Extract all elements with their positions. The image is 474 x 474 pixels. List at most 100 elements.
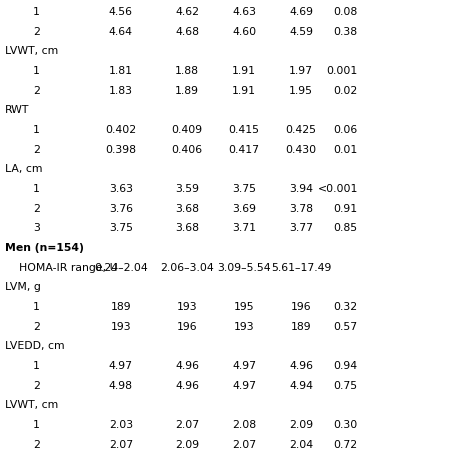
Text: 2.03: 2.03 (109, 420, 133, 430)
Text: 2.07: 2.07 (232, 439, 256, 450)
Text: 193: 193 (177, 302, 198, 312)
Text: 4.97: 4.97 (232, 381, 256, 391)
Text: 3.63: 3.63 (109, 184, 133, 194)
Text: 4.97: 4.97 (232, 361, 256, 371)
Text: 1: 1 (33, 302, 40, 312)
Text: 0.94: 0.94 (334, 361, 358, 371)
Text: 189: 189 (110, 302, 131, 312)
Text: 4.63: 4.63 (232, 7, 256, 17)
Text: 0.75: 0.75 (334, 381, 358, 391)
Text: 0.417: 0.417 (228, 145, 260, 155)
Text: 3.78: 3.78 (289, 203, 313, 214)
Text: 1.91: 1.91 (232, 85, 256, 96)
Text: 4.94: 4.94 (289, 381, 313, 391)
Text: 3.59: 3.59 (175, 184, 199, 194)
Text: 1.95: 1.95 (289, 85, 313, 96)
Text: 3.94: 3.94 (289, 184, 313, 194)
Text: 1: 1 (33, 361, 40, 371)
Text: 1: 1 (33, 125, 40, 135)
Text: 2: 2 (33, 439, 40, 450)
Text: 0.06: 0.06 (334, 125, 358, 135)
Text: 1.91: 1.91 (232, 66, 256, 76)
Text: LA, cm: LA, cm (5, 164, 42, 174)
Text: 0.398: 0.398 (105, 145, 137, 155)
Text: 0.57: 0.57 (334, 321, 358, 332)
Text: 189: 189 (291, 321, 311, 332)
Text: 1.83: 1.83 (109, 85, 133, 96)
Text: 196: 196 (177, 321, 198, 332)
Text: 193: 193 (234, 321, 255, 332)
Text: <0.001: <0.001 (318, 184, 358, 194)
Text: 0.001: 0.001 (327, 66, 358, 76)
Text: 3.75: 3.75 (232, 184, 256, 194)
Text: 3.71: 3.71 (232, 223, 256, 233)
Text: 2: 2 (33, 203, 40, 214)
Text: 4.69: 4.69 (289, 7, 313, 17)
Text: LVWT, cm: LVWT, cm (5, 400, 58, 410)
Text: 1.89: 1.89 (175, 85, 199, 96)
Text: 4.62: 4.62 (175, 7, 199, 17)
Text: 0.406: 0.406 (172, 145, 203, 155)
Text: 3.09–5.54: 3.09–5.54 (217, 263, 271, 273)
Text: HOMA-IR range, U: HOMA-IR range, U (19, 263, 118, 273)
Text: 1.88: 1.88 (175, 66, 199, 76)
Text: 0.425: 0.425 (285, 125, 317, 135)
Text: 4.96: 4.96 (175, 361, 199, 371)
Text: 0.02: 0.02 (334, 85, 358, 96)
Text: 0.38: 0.38 (334, 27, 358, 36)
Text: 3.68: 3.68 (175, 223, 199, 233)
Text: 0.85: 0.85 (334, 223, 358, 233)
Text: 196: 196 (291, 302, 311, 312)
Text: 1: 1 (33, 420, 40, 430)
Text: 4.56: 4.56 (109, 7, 133, 17)
Text: LVEDD, cm: LVEDD, cm (5, 341, 64, 351)
Text: 4.97: 4.97 (109, 361, 133, 371)
Text: 2: 2 (33, 27, 40, 36)
Text: 4.59: 4.59 (289, 27, 313, 36)
Text: 4.96: 4.96 (175, 381, 199, 391)
Text: 3.77: 3.77 (289, 223, 313, 233)
Text: 193: 193 (110, 321, 131, 332)
Text: 2.09: 2.09 (289, 420, 313, 430)
Text: 3.68: 3.68 (175, 203, 199, 214)
Text: 1: 1 (33, 66, 40, 76)
Text: 1.97: 1.97 (289, 66, 313, 76)
Text: 3.75: 3.75 (109, 223, 133, 233)
Text: 0.32: 0.32 (334, 302, 358, 312)
Text: 0.30: 0.30 (334, 420, 358, 430)
Text: 0.24–2.04: 0.24–2.04 (94, 263, 148, 273)
Text: LVWT, cm: LVWT, cm (5, 46, 58, 56)
Text: 2.07: 2.07 (109, 439, 133, 450)
Text: 0.402: 0.402 (105, 125, 137, 135)
Text: 2.07: 2.07 (175, 420, 199, 430)
Text: 2: 2 (33, 381, 40, 391)
Text: 0.72: 0.72 (334, 439, 358, 450)
Text: 0.08: 0.08 (334, 7, 358, 17)
Text: 0.430: 0.430 (285, 145, 317, 155)
Text: 0.409: 0.409 (172, 125, 203, 135)
Text: 2: 2 (33, 145, 40, 155)
Text: LVM, g: LVM, g (5, 282, 41, 292)
Text: 4.98: 4.98 (109, 381, 133, 391)
Text: 2: 2 (33, 85, 40, 96)
Text: 1: 1 (33, 184, 40, 194)
Text: 4.64: 4.64 (109, 27, 133, 36)
Text: RWT: RWT (5, 105, 29, 115)
Text: 4.60: 4.60 (232, 27, 256, 36)
Text: 2.04: 2.04 (289, 439, 313, 450)
Text: 1.81: 1.81 (109, 66, 133, 76)
Text: 195: 195 (234, 302, 255, 312)
Text: 3.69: 3.69 (232, 203, 256, 214)
Text: 0.01: 0.01 (334, 145, 358, 155)
Text: 3: 3 (33, 223, 40, 233)
Text: 0.91: 0.91 (334, 203, 358, 214)
Text: 1: 1 (33, 7, 40, 17)
Text: Men (n=154): Men (n=154) (5, 243, 83, 253)
Text: 3.76: 3.76 (109, 203, 133, 214)
Text: 4.96: 4.96 (289, 361, 313, 371)
Text: 4.68: 4.68 (175, 27, 199, 36)
Text: 2.09: 2.09 (175, 439, 199, 450)
Text: 5.61–17.49: 5.61–17.49 (271, 263, 331, 273)
Text: 2.06–3.04: 2.06–3.04 (160, 263, 214, 273)
Text: 0.415: 0.415 (228, 125, 260, 135)
